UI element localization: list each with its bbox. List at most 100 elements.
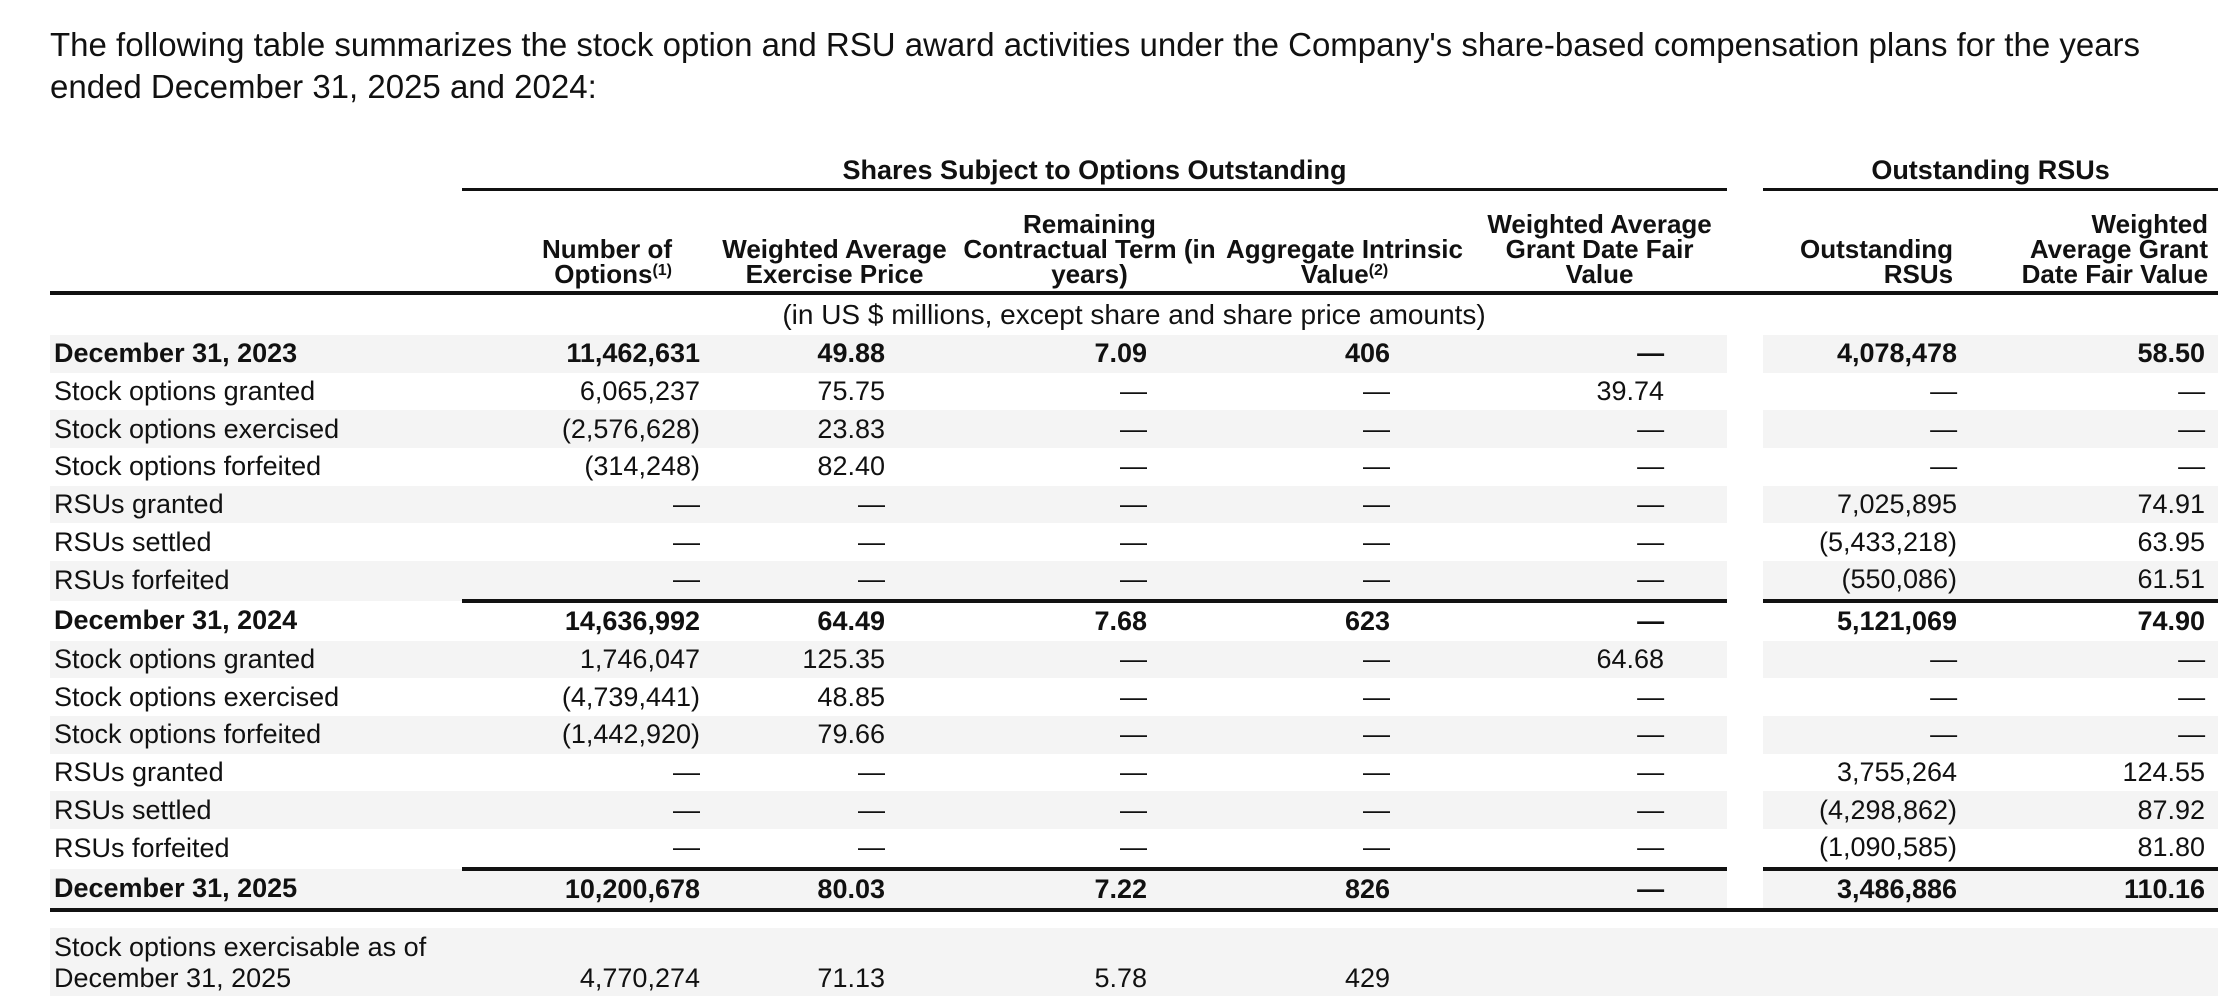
table-row: Stock options forfeited (1,442,920) 79.66—… bbox=[50, 715, 2219, 754]
col-number-of-options: Number of Options(1) bbox=[462, 189, 707, 295]
cell-number-of-options: — bbox=[462, 485, 707, 524]
cell-wa-exercise-price: 71.13 bbox=[707, 928, 962, 997]
cell-number-of-options: — bbox=[462, 791, 707, 829]
cell-rsu-wa-grant-fair-value: 81.80 bbox=[2137, 832, 2206, 863]
row-label: December 31, 2023 bbox=[50, 335, 462, 373]
cell-aggregate-value: — bbox=[1363, 681, 1390, 712]
cell-wa-exercise-price: 75.75 bbox=[817, 376, 885, 407]
table-row: RSUs settled — — — — — (5,433,218) 63.95 bbox=[50, 523, 2218, 562]
cell-aggregate-value: — bbox=[1217, 485, 1472, 524]
cell-number-of-options: — bbox=[462, 561, 707, 601]
row-label: Stock options granted bbox=[50, 640, 462, 679]
row-label: RSUs settled bbox=[54, 526, 212, 557]
cell-wa-grant-fair-value: — bbox=[1472, 410, 1728, 449]
group-header-row: Shares Subject to Options Outstanding Ou… bbox=[50, 146, 2219, 191]
row-label: December 31, 2024 bbox=[54, 605, 298, 636]
cell-remaining-term: — bbox=[962, 715, 1217, 754]
table-row: December 31, 2024 14,636,992 64.49 7.68 623—… bbox=[50, 598, 2219, 641]
cell-number-of-options: 6,065,237 bbox=[579, 376, 700, 407]
cell-wa-exercise-price: — bbox=[858, 756, 885, 787]
col-aggregate-value: Aggregate Intrinsic Value(2) bbox=[1217, 189, 1472, 295]
cell-outstanding-rsus: (550,086) bbox=[1763, 561, 1994, 601]
cell-rsu-wa-grant-fair-value: 74.91 bbox=[1993, 485, 2219, 524]
cell-remaining-term: — bbox=[1120, 376, 1147, 407]
row-label: Stock options exercisable as of December… bbox=[50, 928, 462, 997]
cell-aggregate-value: — bbox=[1217, 791, 1472, 829]
cell-remaining-term: 7.09 bbox=[962, 335, 1217, 373]
cell-outstanding-rsus: — bbox=[1930, 451, 1958, 482]
cell-number-of-options: (1,442,920) bbox=[462, 715, 707, 754]
cell-outstanding-rsus: 7,025,895 bbox=[1763, 485, 1994, 524]
cell-remaining-term: — bbox=[962, 410, 1217, 449]
cell-outstanding-rsus: 3,755,264 bbox=[1836, 756, 1958, 787]
footnote-1: (1) bbox=[652, 262, 672, 279]
cell-remaining-term: 7.68 bbox=[962, 598, 1217, 641]
table-row: RSUs granted — — — — —7,025,895 74.91 bbox=[50, 485, 2219, 524]
cell-aggregate-value: — bbox=[1217, 640, 1472, 679]
cell-aggregate-value: — bbox=[1363, 376, 1390, 407]
cell-aggregate-value: 429 bbox=[1217, 928, 1472, 997]
cell-rsu-wa-grant-fair-value: 124.55 bbox=[2122, 756, 2206, 787]
cell-aggregate-value: — bbox=[1217, 410, 1472, 449]
cell-aggregate-value: 406 bbox=[1217, 335, 1472, 373]
cell-wa-exercise-price: 23.83 bbox=[707, 410, 962, 449]
cell-number-of-options: (314,248) bbox=[584, 451, 700, 482]
cell-wa-grant-fair-value: — bbox=[1472, 598, 1728, 641]
table-row: RSUs settled — — — — — (4,298,862) 87.92 bbox=[50, 791, 2219, 829]
cell-number-of-options: 10,200,678 bbox=[462, 866, 707, 913]
cell-number-of-options: 4,770,274 bbox=[462, 928, 707, 997]
cell-wa-exercise-price: 125.35 bbox=[707, 640, 962, 679]
cell-number-of-options: 11,462,631 bbox=[462, 335, 707, 373]
cell-wa-grant-fair-value: — bbox=[1472, 715, 1728, 754]
cell-rsu-wa-grant-fair-value: — bbox=[1993, 410, 2219, 449]
cell-wa-grant-fair-value: — bbox=[1472, 561, 1728, 601]
cell-wa-exercise-price: 79.66 bbox=[707, 715, 962, 754]
cell-rsu-wa-grant-fair-value: — bbox=[2178, 451, 2206, 482]
cell-outstanding-rsus: — bbox=[1763, 640, 1994, 679]
cell-outstanding-rsus: (5,433,218) bbox=[1818, 526, 1958, 557]
cell-wa-exercise-price: — bbox=[707, 791, 962, 829]
cell-number-of-options: — bbox=[673, 756, 700, 787]
table-row: Stock options exercised (2,576,628) 23.83—… bbox=[50, 410, 2219, 449]
table-row: RSUs forfeited — — — — — (1,090,585) 81.80 bbox=[50, 828, 2218, 869]
cell-outstanding-rsus: — bbox=[1763, 410, 1994, 449]
row-label: RSUs forfeited bbox=[54, 833, 230, 864]
cell-rsu-wa-grant-fair-value: — bbox=[1993, 715, 2219, 754]
cell-wa-exercise-price: — bbox=[707, 485, 962, 524]
units-note: (in US $ millions, except share and shar… bbox=[782, 299, 1486, 330]
cell-remaining-term: — bbox=[1120, 526, 1147, 557]
cell-outstanding-rsus: (4,298,862) bbox=[1763, 791, 1994, 829]
cell-remaining-term: — bbox=[1120, 451, 1147, 482]
cell-wa-grant-fair-value: — bbox=[1637, 681, 1665, 712]
cell-wa-exercise-price: — bbox=[707, 561, 962, 601]
cell-rsu-wa-grant-fair-value: — bbox=[1993, 640, 2219, 679]
cell-wa-exercise-price: — bbox=[858, 832, 885, 863]
cell-aggregate-value: — bbox=[1217, 561, 1472, 601]
cell-wa-grant-fair-value: — bbox=[1472, 791, 1728, 829]
cell-remaining-term: — bbox=[1120, 756, 1147, 787]
cell-remaining-term: — bbox=[1120, 832, 1147, 863]
cell-number-of-options: 1,746,047 bbox=[462, 640, 707, 679]
cell-wa-grant-fair-value: — bbox=[1637, 526, 1665, 557]
cell-remaining-term: — bbox=[962, 791, 1217, 829]
table-row: RSUs forfeited — — — — — (550,086) 61.51 bbox=[50, 561, 2219, 601]
col-wa-grant-fair-value: Weighted Average Grant Date Fair Value bbox=[1472, 189, 1728, 295]
share-based-compensation-table: Shares Subject to Options Outstanding Ou… bbox=[50, 146, 2219, 997]
cell-aggregate-value: — bbox=[1363, 451, 1390, 482]
cell-aggregate-value: — bbox=[1363, 526, 1390, 557]
cell-outstanding-rsus: — bbox=[1763, 715, 1994, 754]
cell-outstanding-rsus: (1,090,585) bbox=[1818, 832, 1958, 863]
cell-rsu-wa-grant-fair-value: 110.16 bbox=[1993, 866, 2219, 913]
cell-remaining-term: 5.78 bbox=[962, 928, 1217, 997]
cell-wa-exercise-price: 49.88 bbox=[707, 335, 962, 373]
cell-aggregate-value: — bbox=[1363, 756, 1390, 787]
cell-wa-grant-fair-value: — bbox=[1637, 832, 1665, 863]
cell-remaining-term: — bbox=[1120, 681, 1147, 712]
cell-aggregate-value: — bbox=[1363, 832, 1390, 863]
row-label: RSUs granted bbox=[54, 756, 224, 787]
footnote-2: (2) bbox=[1368, 262, 1389, 279]
cell-rsu-wa-grant-fair-value: 87.92 bbox=[1993, 791, 2219, 829]
cell-number-of-options: — bbox=[673, 832, 700, 863]
intro-paragraph: The following table summarizes the stock… bbox=[50, 26, 2141, 105]
table-row: Stock options forfeited (314,248) 82.40 — — —… bbox=[50, 448, 2218, 486]
